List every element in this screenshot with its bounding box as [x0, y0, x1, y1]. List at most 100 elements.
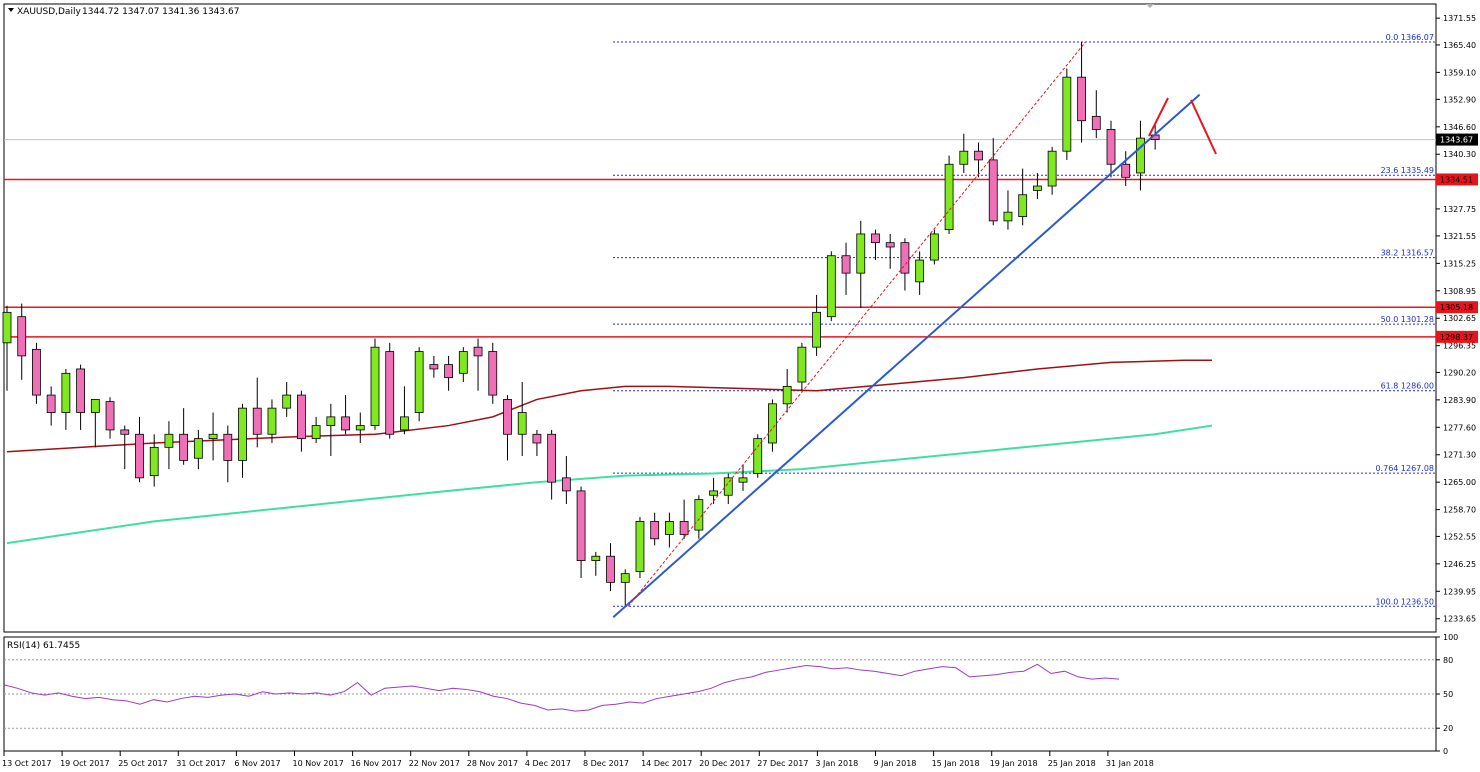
x-tick-label: 6 Nov 2017	[234, 759, 280, 768]
candle-body	[694, 499, 704, 531]
candle-body	[738, 477, 748, 483]
y-tick-label: 1252.55	[1443, 532, 1476, 541]
y-tick-label: 1340.30	[1443, 150, 1476, 159]
x-tick-label: 14 Dec 2017	[641, 759, 692, 768]
x-tick-label: 25 Jan 2018	[1048, 759, 1096, 768]
fib-level-label: 23.6 1335.49	[1381, 166, 1434, 175]
candle-body	[709, 490, 718, 496]
candle-body	[1003, 211, 1013, 222]
candle-body	[120, 429, 130, 435]
candle-body	[871, 233, 880, 244]
candle-body	[341, 416, 350, 431]
x-tick-label: 4 Dec 2017	[525, 759, 571, 768]
current-price-label: 1343.67	[1440, 136, 1473, 145]
candle-body	[856, 233, 866, 274]
y-tick-label: 1239.95	[1443, 587, 1476, 596]
moving-averages	[6, 359, 1213, 545]
y-tick-label: 1352.90	[1443, 95, 1476, 104]
x-tick-label: 10 Nov 2017	[293, 759, 344, 768]
x-tick-label: 31 Jan 2018	[1106, 759, 1154, 768]
y-tick-label: 1346.60	[1443, 123, 1476, 132]
x-tick-label: 28 Nov 2017	[467, 759, 518, 768]
x-tick-label: 8 Dec 2017	[583, 759, 629, 768]
candle-body	[679, 520, 689, 535]
y-tick-label: 1327.75	[1443, 205, 1476, 214]
trend-lines	[612, 41, 1201, 618]
fib-level-label: 0.0 1366.07	[1386, 33, 1434, 42]
x-tick-label: 3 Jan 2018	[815, 759, 858, 768]
scroll-marker-icon[interactable]	[1146, 4, 1154, 8]
candle-body	[1091, 115, 1101, 130]
y-tick-label: 1277.60	[1443, 423, 1476, 432]
candle-body	[164, 433, 174, 448]
candle-body	[665, 520, 674, 535]
candle-body	[753, 438, 763, 474]
rsi-tick-label: 50	[1443, 690, 1453, 699]
candle-body	[1121, 163, 1131, 178]
candle-body	[782, 385, 792, 405]
y-tick-label: 1371.55	[1443, 14, 1476, 23]
candle-body	[105, 401, 115, 431]
fibonacci-retracement-diagonal	[627, 41, 1086, 607]
x-tick-label: 20 Dec 2017	[699, 759, 750, 768]
moving-average-fast	[6, 359, 1212, 453]
y-tick-label: 1308.95	[1443, 287, 1476, 296]
candle-body	[208, 433, 218, 440]
candle-body	[355, 425, 365, 431]
candle-body	[885, 242, 895, 248]
fib-level-label: 50.0 1301.28	[1381, 315, 1434, 324]
fib-level-label: 61.8 1286.00	[1381, 382, 1434, 391]
y-tick-label: 1258.70	[1443, 506, 1476, 515]
candle-body	[385, 351, 395, 435]
candle-body	[959, 150, 969, 165]
candle-body	[458, 351, 468, 374]
candle-body	[179, 433, 189, 461]
date-axis: 13 Oct 2017 19 Oct 2017 25 Oct 2017 31 Oct …	[2, 751, 1154, 768]
symbol-dropdown-icon[interactable]	[8, 8, 14, 12]
candle-body	[826, 255, 836, 318]
candle-body	[488, 351, 498, 396]
rsi-tick-label: 0	[1443, 747, 1448, 756]
y-tick-label: 1233.65	[1443, 615, 1476, 624]
candlesticks	[2, 42, 1160, 607]
candle-body	[1136, 137, 1145, 174]
candle-body	[400, 416, 409, 431]
y-tick-label: 1290.20	[1443, 368, 1476, 377]
candle-body	[974, 150, 983, 161]
candle-body	[606, 555, 615, 583]
x-tick-label: 19 Jan 2018	[990, 759, 1038, 768]
candle-body	[532, 433, 542, 444]
y-tick-label: 1265.00	[1443, 478, 1476, 487]
y-tick-label: 1302.65	[1443, 314, 1476, 323]
y-tick-label: 1315.25	[1443, 259, 1476, 268]
candle-body	[32, 348, 41, 396]
y-tick-label: 1283.90	[1443, 396, 1476, 405]
candle-body	[76, 368, 85, 413]
candle-body	[517, 412, 527, 435]
rsi-indicator: 100 80 50 20 0	[3, 633, 1458, 756]
support-resistance-lines	[4, 139, 1436, 338]
sr-price-label: 1305.18	[1440, 303, 1473, 312]
fib-level-label: 38.2 1316.57	[1381, 249, 1434, 258]
y-tick-label: 1246.25	[1443, 560, 1476, 569]
candle-body	[635, 520, 645, 572]
rsi-line	[3, 663, 1120, 712]
candle-body	[591, 555, 601, 561]
candle-body	[414, 351, 424, 413]
candle-body	[900, 242, 910, 274]
x-tick-label: 9 Jan 2018	[874, 759, 917, 768]
candle-body	[1106, 129, 1116, 165]
candle-body	[988, 159, 998, 222]
candle-body	[650, 520, 660, 540]
candle-body	[282, 394, 292, 409]
forecast-arrow-down	[1190, 99, 1217, 155]
candle-body	[473, 346, 483, 357]
candle-body	[370, 346, 380, 426]
candle-body	[576, 490, 586, 561]
ascending-trend-line	[612, 93, 1201, 618]
candle-body	[238, 407, 247, 461]
y-tick-label: 1321.55	[1443, 232, 1476, 241]
candle-body	[326, 416, 336, 426]
